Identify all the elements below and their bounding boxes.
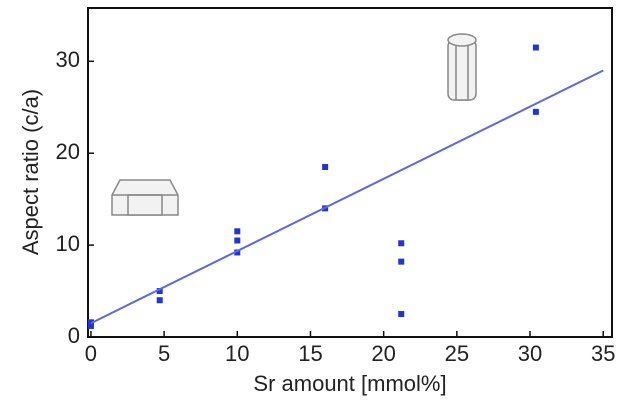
y-axis-label: Aspect ratio (c/a) <box>18 89 43 255</box>
y-tick-label: 10 <box>56 231 80 256</box>
x-tick-label: 5 <box>158 341 170 366</box>
data-point <box>322 163 329 170</box>
data-point <box>234 249 241 256</box>
data-point <box>156 297 163 304</box>
plot-frame <box>87 7 613 338</box>
x-axis-label: Sr amount [mmol%] <box>253 371 446 396</box>
x-tick-label: 35 <box>591 341 615 366</box>
hexagonal-prism-icon <box>447 33 477 101</box>
x-tick-label: 10 <box>225 341 249 366</box>
x-tick-label: 15 <box>298 341 322 366</box>
data-point <box>532 108 539 115</box>
data-point <box>87 322 94 329</box>
data-point <box>234 237 241 244</box>
x-tick-label: 25 <box>445 341 469 366</box>
x-tick-label: 30 <box>518 341 542 366</box>
y-tick-label: 0 <box>68 323 80 348</box>
data-point <box>234 228 241 235</box>
y-tick-label: 30 <box>56 47 80 72</box>
short-prism-icon <box>111 179 179 216</box>
data-point <box>156 288 163 295</box>
data-point <box>398 258 405 265</box>
y-tick-label: 20 <box>56 139 80 164</box>
data-point <box>398 311 405 318</box>
data-point <box>532 44 539 51</box>
data-point <box>398 240 405 247</box>
fit-line <box>90 69 604 325</box>
x-tick-label: 20 <box>371 341 395 366</box>
x-tick-label: 0 <box>85 341 97 366</box>
